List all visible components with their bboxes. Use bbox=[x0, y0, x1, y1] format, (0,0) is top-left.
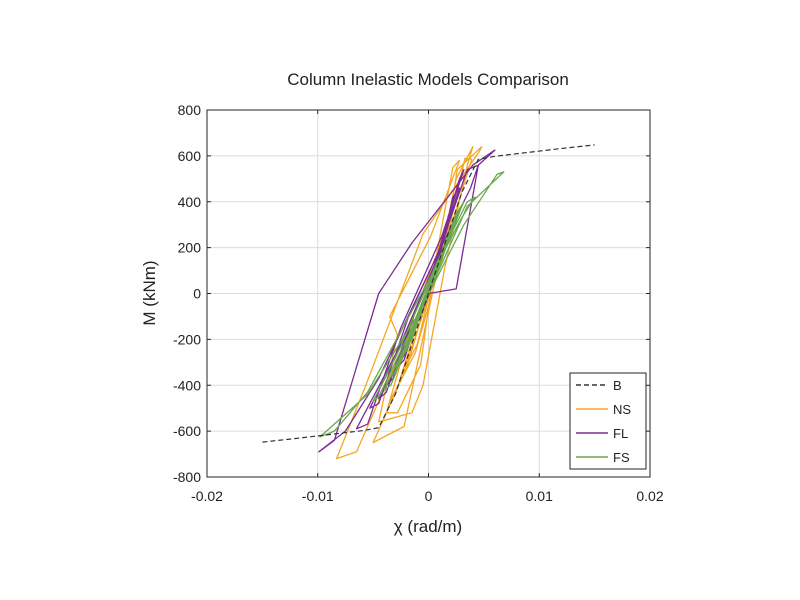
y-tick-label: 800 bbox=[178, 102, 202, 118]
x-tick-label: -0.01 bbox=[302, 488, 334, 504]
legend-label-ns: NS bbox=[613, 402, 631, 417]
chart-title: Column Inelastic Models Comparison bbox=[287, 70, 569, 89]
y-tick-label: 400 bbox=[178, 194, 202, 210]
legend: B NS FL FS bbox=[569, 372, 647, 470]
y-tick-label: 200 bbox=[178, 240, 202, 256]
legend-label-fl: FL bbox=[613, 426, 628, 441]
y-tick-label: -600 bbox=[173, 423, 201, 439]
legend-box bbox=[569, 372, 647, 470]
plot-series bbox=[262, 144, 595, 460]
series-line-fs bbox=[319, 171, 505, 438]
y-tick-label: 0 bbox=[193, 286, 201, 302]
y-tick-label: -400 bbox=[173, 377, 201, 393]
y-tick-label: 600 bbox=[178, 148, 202, 164]
y-tick-label: -200 bbox=[173, 331, 201, 347]
y-axis-label: M (kNm) bbox=[140, 260, 159, 325]
x-tick-label: 0.01 bbox=[526, 488, 553, 504]
legend-label-b: B bbox=[613, 378, 622, 393]
y-tick-label: -800 bbox=[173, 469, 201, 485]
series-line-b bbox=[262, 144, 595, 443]
axis-ticks: -0.02 -0.01 0 0.01 0.02 -800 -600 -400 -200 0 200 4… bbox=[173, 102, 664, 504]
x-axis-label: χ (rad/m) bbox=[394, 517, 462, 536]
x-tick-label: -0.02 bbox=[191, 488, 223, 504]
legend-label-fs: FS bbox=[613, 450, 630, 465]
x-tick-label: 0 bbox=[425, 488, 433, 504]
x-tick-label: 0.02 bbox=[636, 488, 663, 504]
